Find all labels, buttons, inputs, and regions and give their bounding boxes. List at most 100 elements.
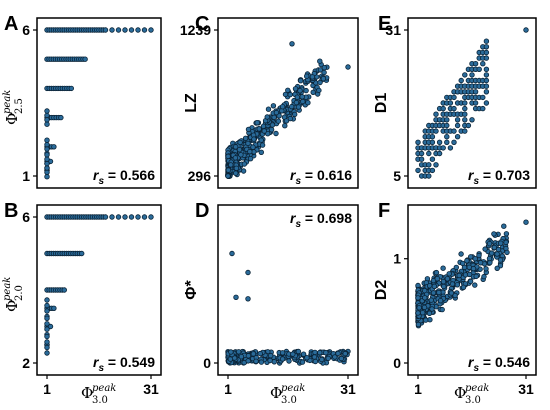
- scatter-point: [447, 145, 454, 151]
- scatter-point: [498, 240, 504, 246]
- scatter-point: [279, 356, 286, 362]
- scatter-point: [423, 317, 429, 323]
- scatter-point: [312, 358, 319, 365]
- scatter-point: [451, 105, 457, 112]
- x-tick-label: 1: [43, 381, 51, 397]
- scatter-point: [303, 87, 309, 94]
- scatter-point: [451, 128, 457, 134]
- x-tick-label: 31: [518, 381, 534, 397]
- scatter-point: [486, 240, 493, 247]
- scatter-point: [454, 133, 461, 140]
- scatter-point: [279, 103, 286, 110]
- phi-subscript: 3.0: [92, 395, 108, 406]
- scatter-point: [497, 257, 504, 263]
- scatter-point: [51, 305, 57, 311]
- scatter-point: [141, 214, 148, 220]
- scatter-point: [293, 99, 300, 106]
- scatter-point: [444, 122, 450, 129]
- scatter-point: [483, 44, 490, 50]
- scatter-point: [128, 214, 135, 220]
- scatter-point: [342, 350, 348, 357]
- scatter-point: [501, 223, 507, 229]
- scatter-point: [265, 106, 272, 112]
- scatter-point: [232, 144, 239, 150]
- scatter-point: [317, 349, 323, 356]
- scatter-point: [494, 265, 500, 271]
- scatter-point: [44, 297, 50, 303]
- scatter-point: [235, 349, 242, 355]
- panel-letter: E: [378, 13, 391, 35]
- y-tick-label: 1: [393, 251, 401, 267]
- scatter-point: [247, 155, 254, 162]
- spearman-rs-label: rs = 0.703: [468, 167, 530, 187]
- scatter-point: [428, 297, 434, 303]
- scatter-point: [282, 122, 288, 129]
- scatter-point: [109, 27, 115, 33]
- scatter-point: [483, 266, 489, 272]
- scatter-point: [305, 99, 311, 106]
- scatter-point: [436, 139, 443, 145]
- x-tick-label: 1: [224, 381, 232, 397]
- y-axis-label: D2: [373, 280, 390, 301]
- scatter-point: [250, 144, 256, 150]
- scatter-point: [82, 56, 88, 62]
- phi-symbol: Φ: [454, 384, 466, 402]
- scatter-point: [237, 139, 243, 146]
- scatter-point: [58, 114, 64, 121]
- scatter-point: [44, 333, 50, 340]
- scatter-point: [232, 155, 239, 161]
- scatter-point: [468, 254, 474, 260]
- scatter-point: [300, 98, 306, 105]
- phi-symbol: Φ: [81, 384, 93, 402]
- scatter-point: [483, 49, 490, 56]
- scatter-points: [44, 214, 154, 356]
- panel-letter: A: [4, 13, 18, 35]
- scatter-point: [421, 304, 428, 311]
- scatter-point: [480, 61, 486, 67]
- scatter-point: [78, 250, 85, 257]
- scatter-point: [44, 321, 50, 327]
- scatter-point: [298, 77, 304, 84]
- scatter-point: [245, 358, 251, 364]
- scatter-point: [461, 264, 468, 271]
- scatter-point: [282, 91, 289, 98]
- scatter-point: [464, 258, 470, 264]
- scatter-point: [480, 105, 486, 112]
- scatter-point: [61, 287, 68, 293]
- scatter-point: [453, 264, 459, 271]
- scatter-point: [265, 130, 271, 137]
- scatter-point: [44, 137, 50, 143]
- scatter-point: [470, 265, 477, 272]
- scatter-point: [503, 239, 509, 246]
- scatter-point: [271, 114, 277, 121]
- scatter-point: [472, 100, 479, 106]
- scatter-point: [242, 135, 249, 141]
- scatter-point: [102, 27, 109, 33]
- scatter-point: [225, 173, 231, 179]
- y-tick-label: 1: [22, 168, 30, 184]
- scatter-point: [316, 87, 322, 94]
- scatter-point: [467, 278, 474, 285]
- scatter-point: [44, 173, 50, 180]
- scatter-point: [245, 126, 252, 133]
- scatter-point: [47, 323, 54, 330]
- scatter-point: [310, 89, 316, 95]
- phi-subscript: 2.5: [14, 98, 25, 114]
- x-tick-label: 31: [340, 381, 356, 397]
- scatter-point: [483, 38, 490, 44]
- scatter-point: [247, 148, 253, 155]
- scatter-point: [115, 214, 122, 220]
- scatter-point: [128, 27, 135, 33]
- panel-letter: D: [195, 200, 209, 222]
- scatter-point: [426, 173, 432, 179]
- y-tick-label: 0: [203, 355, 211, 371]
- scatter-point: [44, 117, 50, 123]
- scatter-point: [481, 273, 487, 280]
- scatter-point: [44, 315, 50, 321]
- scatter-point: [458, 77, 464, 84]
- scatter-point: [44, 350, 50, 356]
- scatter-point: [458, 251, 464, 257]
